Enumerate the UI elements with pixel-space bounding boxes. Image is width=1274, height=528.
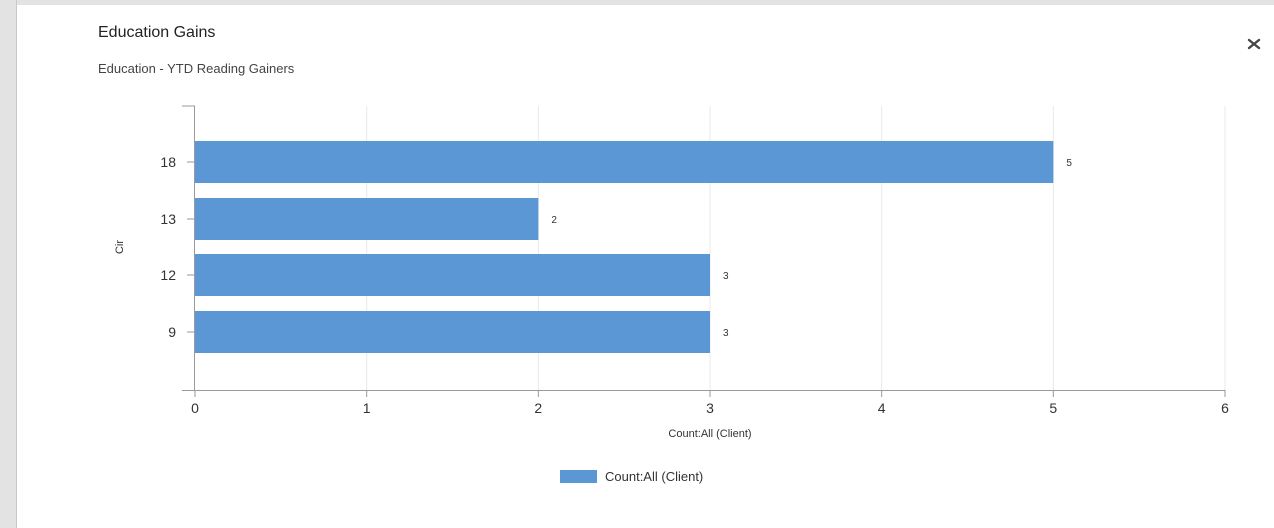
chart-subtitle: Education - YTD Reading Gainers (98, 61, 295, 76)
x-tick-label: 3 (706, 400, 714, 416)
legend-swatch (560, 470, 597, 483)
x-tick-label: 2 (534, 400, 542, 416)
x-tick-label: 5 (1049, 400, 1057, 416)
legend-label: Count:All (Client) (605, 469, 703, 484)
data-label: 5 (1066, 158, 1072, 169)
window-top-edge (0, 0, 1274, 5)
bar (195, 311, 710, 353)
x-tick-label: 4 (878, 400, 886, 416)
y-tick-label: 9 (168, 324, 176, 340)
data-label: 2 (551, 215, 557, 226)
bar (195, 141, 1054, 183)
close-icon (1247, 38, 1261, 50)
bar (195, 198, 539, 240)
y-tick-label: 12 (160, 267, 176, 283)
data-label: 3 (723, 271, 729, 282)
y-tick-label: 13 (160, 211, 176, 227)
data-label: 3 (723, 328, 729, 339)
x-tick-label: 0 (191, 400, 199, 416)
close-button[interactable] (1243, 33, 1265, 55)
y-tick-label: 18 (160, 154, 176, 170)
x-axis-title: Count:All (Client) (668, 428, 751, 440)
window-left-edge (0, 0, 17, 528)
y-axis-title: Cir (114, 240, 126, 254)
x-tick-label: 6 (1221, 400, 1229, 416)
bar (195, 254, 710, 296)
dialog-title: Education Gains (98, 24, 216, 41)
x-tick-label: 1 (363, 400, 371, 416)
